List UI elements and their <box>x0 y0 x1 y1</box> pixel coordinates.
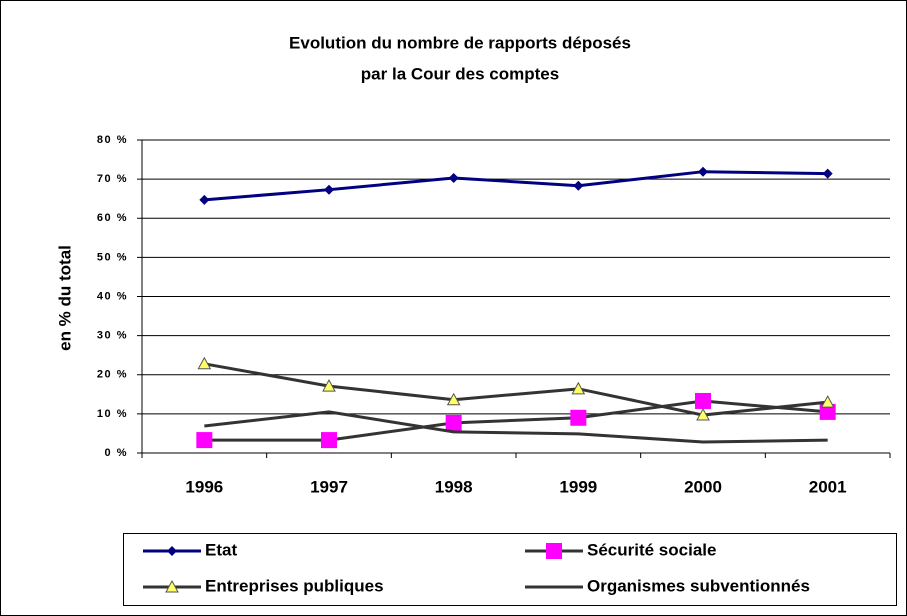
data-point <box>196 432 213 449</box>
data-point <box>197 356 212 370</box>
x-tick-label: 1997 <box>310 477 348 496</box>
x-tick-label: 1996 <box>185 477 223 496</box>
data-point <box>696 408 710 421</box>
x-tick-label: 1999 <box>559 477 597 496</box>
series-line <box>204 399 828 442</box>
data-point <box>698 166 708 177</box>
series-line <box>204 410 828 444</box>
data-point <box>448 172 459 183</box>
data-point <box>570 409 587 426</box>
chart-title: Evolution du nombre de rapports déposés <box>289 33 631 52</box>
data-point <box>322 379 336 392</box>
y-tick-label: 50 % <box>97 251 128 263</box>
legend-marker <box>165 579 179 593</box>
y-tick-label: 70 % <box>97 173 128 185</box>
series-line <box>204 170 828 202</box>
data-point <box>199 194 210 205</box>
y-tick-label: 30 % <box>97 330 128 342</box>
legend-label: Entreprises publiques <box>205 576 384 595</box>
y-tick-label: 80 % <box>97 134 128 146</box>
data-point <box>822 168 833 179</box>
y-tick-label: 60 % <box>97 212 128 224</box>
y-tick-label: 0 % <box>105 447 128 459</box>
y-tick-label: 10 % <box>97 408 128 420</box>
data-point <box>446 392 461 406</box>
data-point <box>445 414 462 431</box>
legend-label: Organismes subventionnés <box>587 576 810 595</box>
legend-box <box>123 533 897 606</box>
chart-title: par la Cour des comptes <box>361 64 559 83</box>
x-tick-label: 1998 <box>435 477 473 496</box>
data-point <box>573 180 584 191</box>
legend-marker <box>546 543 562 559</box>
data-point <box>695 392 711 409</box>
x-tick-label: 2000 <box>684 477 722 496</box>
data-point <box>819 403 836 420</box>
legend-label: Etat <box>205 540 237 559</box>
y-tick-label: 20 % <box>97 369 128 381</box>
legend-marker <box>167 546 177 556</box>
y-tick-label: 40 % <box>97 290 128 302</box>
legend-label: Sécurité sociale <box>587 540 716 559</box>
x-tick-label: 2001 <box>809 477 847 496</box>
data-point <box>324 184 334 195</box>
series-line <box>204 362 828 417</box>
data-point <box>321 432 337 449</box>
data-point <box>820 395 835 408</box>
y-axis-label: en % du total <box>55 245 74 351</box>
data-point <box>571 381 586 395</box>
